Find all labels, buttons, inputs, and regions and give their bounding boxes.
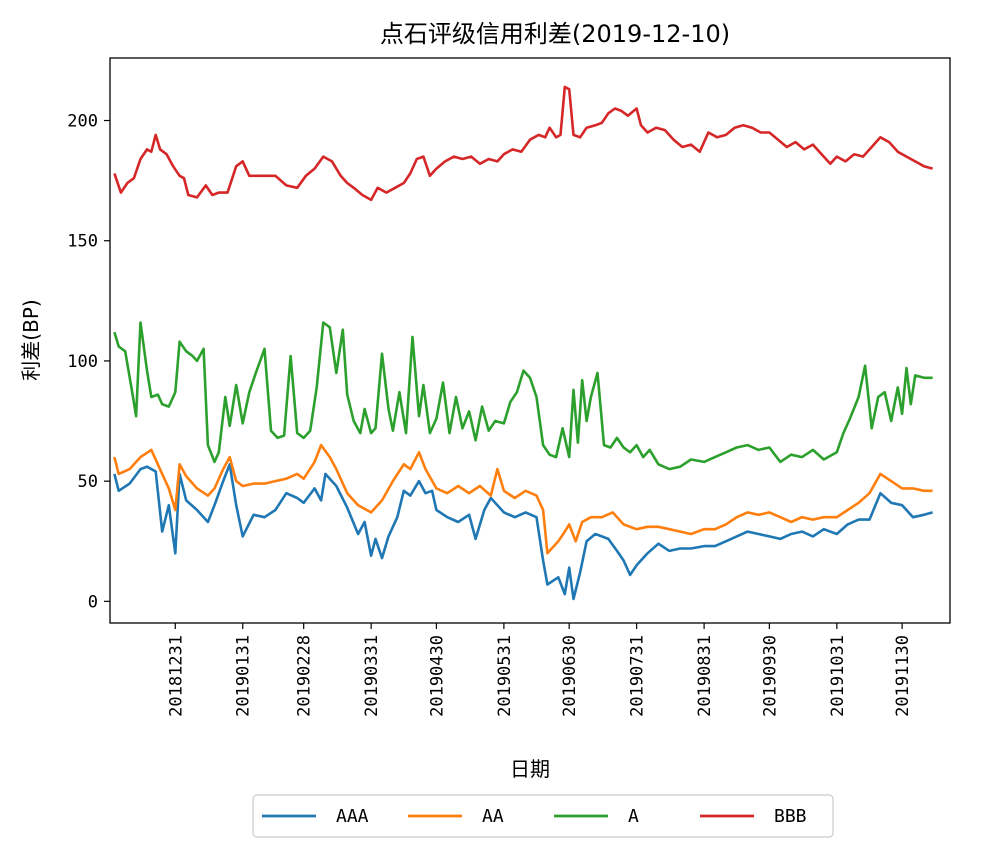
x-tick-label: 20190831	[695, 635, 715, 717]
series-line-bbb	[113, 85, 933, 202]
y-tick-label: 0	[88, 592, 98, 612]
legend: AAA AA A BBB	[252, 794, 834, 838]
x-tick-label: 20190930	[760, 635, 780, 717]
x-axis-label: 日期	[510, 757, 550, 781]
x-tick-label: 20190531	[495, 635, 515, 717]
x-tick-label: 20190430	[427, 635, 447, 717]
y-tick-label: 50	[78, 472, 98, 492]
legend-label-aa: AA	[482, 806, 504, 827]
x-tick-label: 20190630	[560, 635, 580, 717]
y-tick-label: 200	[67, 112, 98, 132]
legend-items: AAA AA A BBB	[262, 806, 807, 827]
plot-frame	[109, 57, 951, 624]
y-axis-label: 利差(BP)	[19, 299, 43, 380]
y-tick-label: 100	[67, 352, 98, 372]
y-axis: 0 50 100 150 200	[67, 112, 110, 612]
series-line-a	[113, 321, 933, 471]
x-tick-label: 20190331	[362, 635, 382, 717]
y-tick-label: 150	[67, 232, 98, 252]
legend-label-a: A	[628, 806, 639, 827]
legend-label-bbb: BBB	[774, 806, 807, 827]
chart-title: 点石评级信用利差(2019-12-10)	[380, 20, 730, 48]
x-tick-label: 20191031	[828, 635, 848, 717]
x-tick-label: 20181231	[166, 635, 186, 717]
x-tick-label: 20190731	[628, 635, 648, 717]
legend-label-aaa: AAA	[336, 806, 369, 827]
x-tick-label: 20191130	[893, 635, 913, 717]
x-tick-label: 20190131	[234, 635, 254, 717]
series-line-aaa	[113, 463, 933, 601]
series-layer	[113, 85, 933, 601]
series-line-aa	[113, 443, 933, 555]
x-tick-label: 20190228	[295, 635, 315, 717]
x-axis: 20181231 20190131 20190228 20190331 20190430…	[166, 623, 913, 717]
legend-box	[252, 794, 834, 838]
